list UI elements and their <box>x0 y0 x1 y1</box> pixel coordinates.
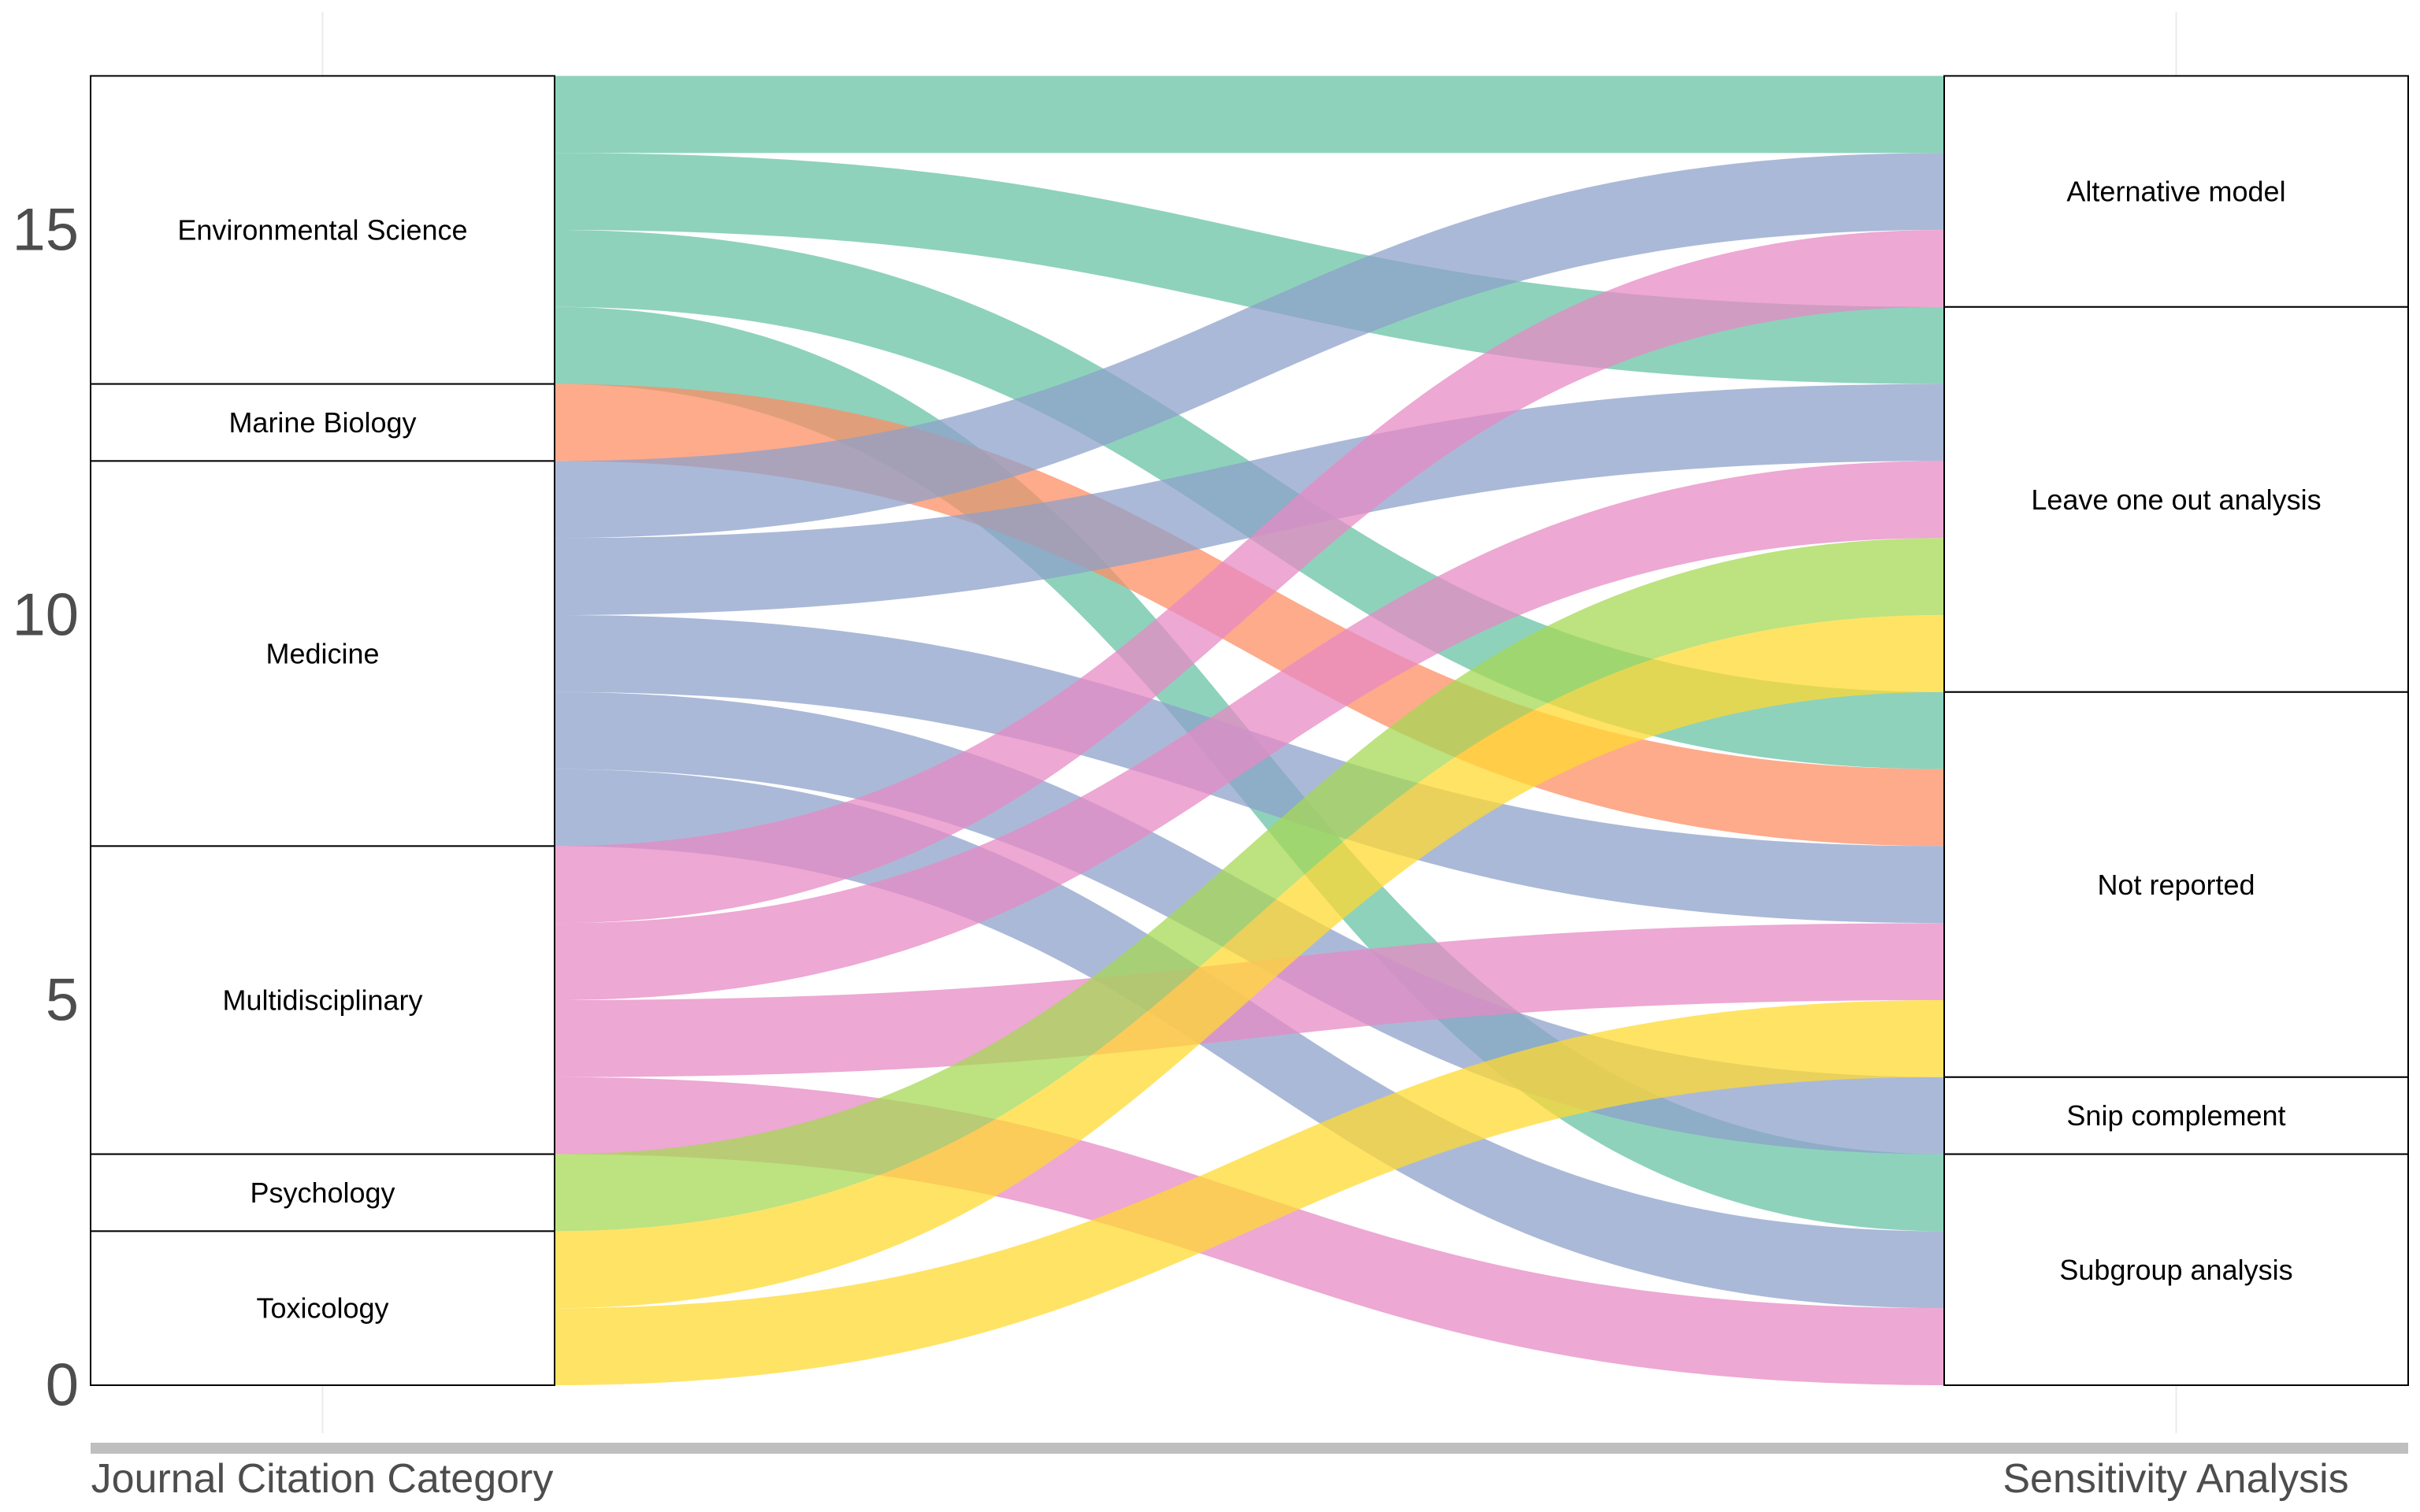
stratum-box-left-0 <box>90 75 555 385</box>
stratum-label-left-2: Medicine <box>265 637 379 669</box>
stratum-label-right-0: Alternative model <box>2066 176 2285 208</box>
stratum-box-left-1 <box>90 383 555 462</box>
stratum-box-right-1 <box>1943 306 2409 693</box>
y-tick-label-0: 0 <box>46 1352 79 1419</box>
stratum-label-right-2: Not reported <box>2097 869 2255 901</box>
y-tick-label-10: 10 <box>12 582 79 649</box>
y-axis-ticks: 0 5 10 15 <box>12 197 79 1419</box>
stratum-box-left-3 <box>90 845 555 1155</box>
flow-6 <box>555 384 1944 615</box>
flow-0 <box>555 76 1944 154</box>
stratum-label-right-4: Subgroup analysis <box>2059 1254 2292 1286</box>
stratum-box-left-5 <box>90 1230 555 1387</box>
flow-5 <box>555 153 1944 539</box>
stratum-label-right-3: Snip complement <box>2066 1099 2285 1132</box>
stratum-label-left-5: Toxicology <box>256 1292 388 1325</box>
stratum-label-left-4: Psychology <box>250 1177 395 1209</box>
x-axis-label-left: Journal Citation Category <box>91 1456 554 1502</box>
stratum-box-right-2 <box>1943 691 2409 1078</box>
flow-14 <box>555 538 1944 1232</box>
y-tick-label-5: 5 <box>46 967 79 1034</box>
stratum-box-right-4 <box>1943 1153 2409 1386</box>
stratum-label-left-0: Environmental Science <box>177 214 467 246</box>
flow-10 <box>555 230 1944 924</box>
stratum-box-right-0 <box>1943 75 2409 308</box>
strata: Environmental Science Marine Biology Medic… <box>90 75 2409 1387</box>
stratum-label-left-1: Marine Biology <box>228 406 416 439</box>
flow-12 <box>555 923 1944 1077</box>
stratum-label-left-3: Multidisciplinary <box>222 984 422 1017</box>
flows <box>555 76 1944 1385</box>
y-tick-label-15: 15 <box>12 197 79 264</box>
flow-15 <box>555 615 1944 1309</box>
flow-11 <box>555 461 1944 1000</box>
stratum-box-left-2 <box>90 460 555 847</box>
stratum-label-right-1: Leave one out analysis <box>2031 484 2321 516</box>
x-axis-label-right: Sensitivity Analysis <box>2002 1456 2348 1502</box>
flow-16 <box>555 1000 1944 1385</box>
x-axis-bar <box>91 1443 2408 1454</box>
